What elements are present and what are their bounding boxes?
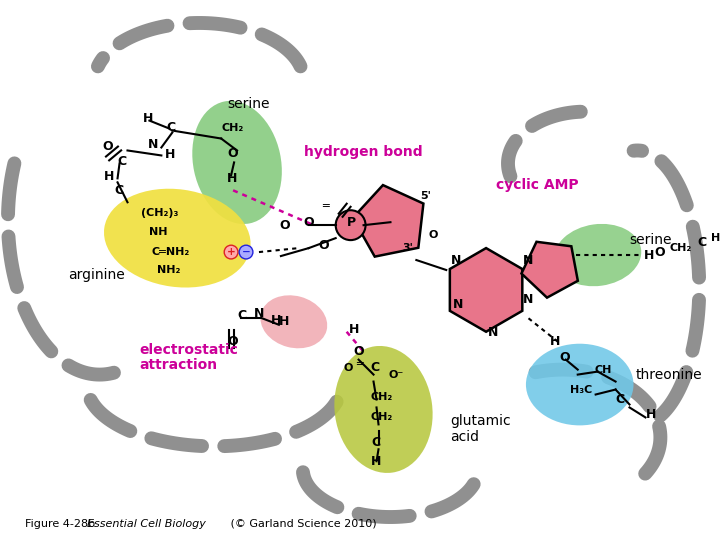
Text: C: C [237, 309, 246, 322]
Text: CH₂: CH₂ [371, 413, 393, 422]
Text: H: H [104, 170, 114, 183]
Text: (CH₂)₃: (CH₂)₃ [141, 208, 179, 218]
Text: N: N [523, 254, 534, 267]
Text: O⁻: O⁻ [389, 369, 404, 380]
Text: H: H [711, 233, 720, 243]
Text: glutamic: glutamic [450, 414, 511, 428]
Text: N: N [451, 254, 462, 267]
Text: electrostatic: electrostatic [140, 343, 238, 357]
Text: −: − [242, 247, 251, 257]
Text: H: H [371, 455, 381, 468]
Text: ═: ═ [322, 200, 328, 210]
Text: H: H [279, 315, 289, 328]
Text: attraction: attraction [140, 357, 217, 372]
Text: H₃C: H₃C [570, 384, 592, 395]
Text: C: C [371, 361, 379, 374]
Text: C: C [697, 235, 706, 248]
Ellipse shape [554, 224, 642, 286]
Polygon shape [521, 242, 578, 298]
Text: N: N [148, 138, 158, 151]
Text: O: O [319, 239, 329, 252]
Ellipse shape [104, 188, 251, 287]
Text: O: O [227, 147, 238, 160]
Text: O: O [304, 215, 315, 228]
Text: hydrogen bond: hydrogen bond [304, 145, 423, 159]
Ellipse shape [192, 101, 282, 224]
Text: CH: CH [595, 364, 612, 375]
Text: ═: ═ [356, 357, 364, 368]
Text: H: H [645, 408, 656, 421]
Ellipse shape [526, 343, 634, 426]
Text: serine: serine [629, 233, 672, 247]
Text: N: N [523, 293, 534, 306]
Text: O: O [102, 140, 113, 153]
Text: arginine: arginine [68, 268, 125, 282]
Text: C: C [372, 436, 381, 449]
Text: +: + [227, 247, 235, 257]
Text: N: N [453, 299, 464, 312]
Text: acid: acid [450, 430, 480, 444]
Text: CH₂: CH₂ [670, 243, 692, 253]
Text: C: C [616, 393, 625, 406]
Ellipse shape [334, 346, 433, 473]
Text: C: C [166, 121, 176, 134]
Text: cyclic AMP: cyclic AMP [496, 178, 579, 192]
Text: O: O [654, 246, 665, 259]
Text: P: P [346, 215, 356, 228]
Text: H: H [644, 248, 654, 261]
Text: H: H [166, 148, 176, 161]
Text: H: H [550, 335, 560, 348]
Text: threonine: threonine [636, 368, 702, 382]
Text: O: O [354, 345, 364, 358]
Polygon shape [353, 185, 423, 256]
Text: 5': 5' [420, 191, 431, 201]
Text: H: H [271, 314, 282, 327]
Text: NH: NH [150, 227, 168, 237]
Text: N: N [254, 307, 264, 320]
Text: O: O [428, 230, 438, 240]
Text: NH₂: NH₂ [158, 265, 181, 275]
Text: Essential Cell Biology: Essential Cell Biology [86, 519, 205, 529]
Text: O: O [343, 363, 353, 373]
Text: N: N [488, 326, 498, 339]
Text: (© Garland Science 2010): (© Garland Science 2010) [227, 519, 377, 529]
Text: Figure 4-28b: Figure 4-28b [25, 519, 102, 529]
Text: 3': 3' [402, 243, 413, 253]
Text: CH₂: CH₂ [371, 392, 393, 402]
Text: O: O [279, 219, 289, 232]
Text: H: H [227, 172, 238, 185]
Text: serine: serine [227, 97, 269, 111]
Ellipse shape [261, 295, 327, 348]
Text: C: C [117, 155, 127, 168]
Circle shape [336, 210, 366, 240]
Text: H: H [348, 323, 359, 336]
Text: O: O [227, 335, 238, 348]
Text: C═NH₂: C═NH₂ [151, 247, 189, 257]
Text: H: H [143, 112, 153, 125]
Text: C: C [114, 184, 124, 197]
Text: CH₂: CH₂ [221, 123, 243, 132]
Text: O: O [559, 351, 570, 364]
Polygon shape [450, 248, 522, 332]
